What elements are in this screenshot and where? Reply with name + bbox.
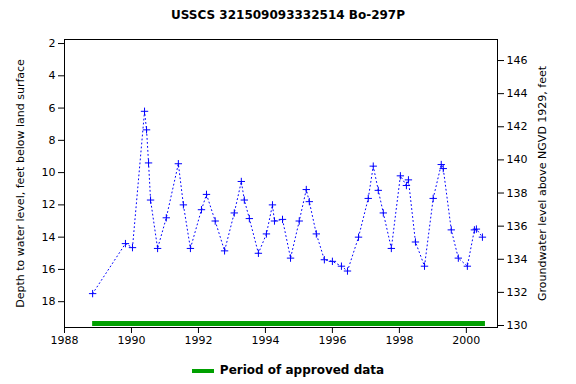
svg-text:10: 10 xyxy=(42,166,56,179)
svg-text:1988: 1988 xyxy=(51,334,79,347)
svg-text:12: 12 xyxy=(42,198,56,211)
svg-text:144: 144 xyxy=(507,87,528,100)
svg-text:142: 142 xyxy=(507,120,528,133)
svg-text:2: 2 xyxy=(49,37,56,50)
svg-text:8: 8 xyxy=(49,134,56,147)
svg-text:2000: 2000 xyxy=(452,334,480,347)
svg-text:1994: 1994 xyxy=(251,334,279,347)
svg-text:14: 14 xyxy=(42,231,56,244)
svg-text:136: 136 xyxy=(507,220,528,233)
svg-text:140: 140 xyxy=(507,153,528,166)
svg-text:Groundwater level above NGVD 1: Groundwater level above NGVD 1929, feet xyxy=(536,65,549,301)
svg-text:Depth to water level, feet bel: Depth to water level, feet below land su… xyxy=(14,59,27,308)
svg-text:16: 16 xyxy=(42,263,56,276)
svg-text:138: 138 xyxy=(507,187,528,200)
html-text:Period of approved data: Period of approved data xyxy=(219,363,385,377)
svg-text:146: 146 xyxy=(507,54,528,67)
svg-text:130: 130 xyxy=(507,319,528,332)
svg-text:18: 18 xyxy=(42,295,56,308)
svg-text:4: 4 xyxy=(49,69,56,82)
html-text:USSCS 321509093332514 Bo-297P: USSCS 321509093332514 Bo-297P xyxy=(171,8,405,22)
svg-text:1990: 1990 xyxy=(117,334,145,347)
svg-text:132: 132 xyxy=(507,286,528,299)
svg-text:1996: 1996 xyxy=(318,334,346,347)
svg-text:134: 134 xyxy=(507,253,528,266)
svg-text:1998: 1998 xyxy=(385,334,413,347)
svg-text:6: 6 xyxy=(49,102,56,115)
svg-text:1992: 1992 xyxy=(184,334,212,347)
